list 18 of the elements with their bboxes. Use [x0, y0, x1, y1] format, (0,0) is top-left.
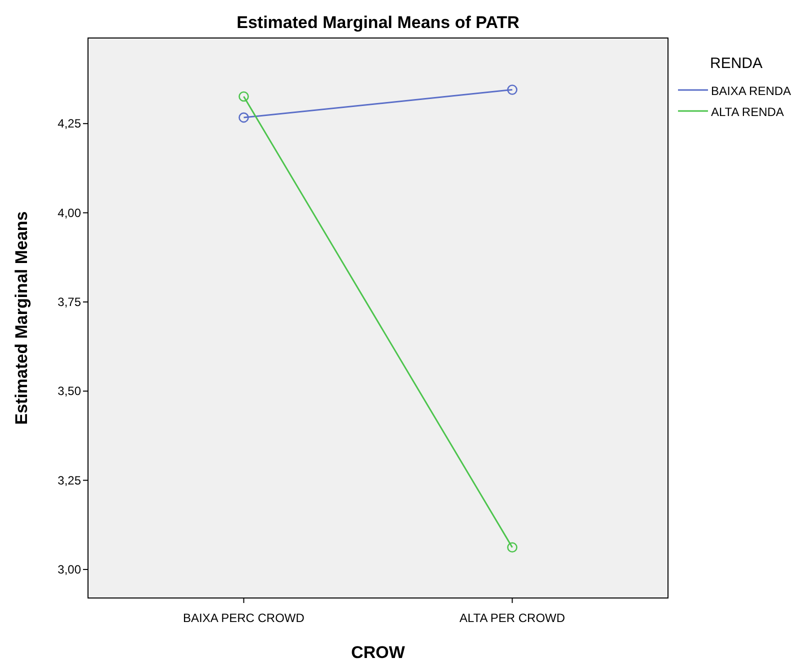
y-axis-title: Estimated Marginal Means — [12, 211, 31, 425]
point — [507, 84, 518, 95]
point — [238, 112, 249, 123]
legend-title: RENDA — [710, 55, 763, 72]
legend-label: ALTA RENDA — [711, 105, 784, 119]
y-tick-label: 3,00 — [58, 562, 82, 576]
x-tick-label: BAIXA PERC CROWD — [183, 611, 305, 625]
legend-label: BAIXA RENDA — [711, 84, 792, 98]
chart-title: Estimated Marginal Means of PATR — [236, 13, 520, 32]
y-tick-label: 3,50 — [58, 384, 82, 398]
y-tick-label: 3,75 — [58, 294, 82, 309]
y-tick-label: 3,25 — [58, 473, 82, 488]
y-tick-label: 4,25 — [58, 116, 82, 131]
x-tick-label: ALTA PER CROWD — [459, 611, 566, 625]
point — [238, 91, 249, 102]
y-tick-label: 4,00 — [58, 206, 82, 220]
x-axis-title: CROW — [351, 643, 406, 662]
point — [507, 542, 518, 552]
